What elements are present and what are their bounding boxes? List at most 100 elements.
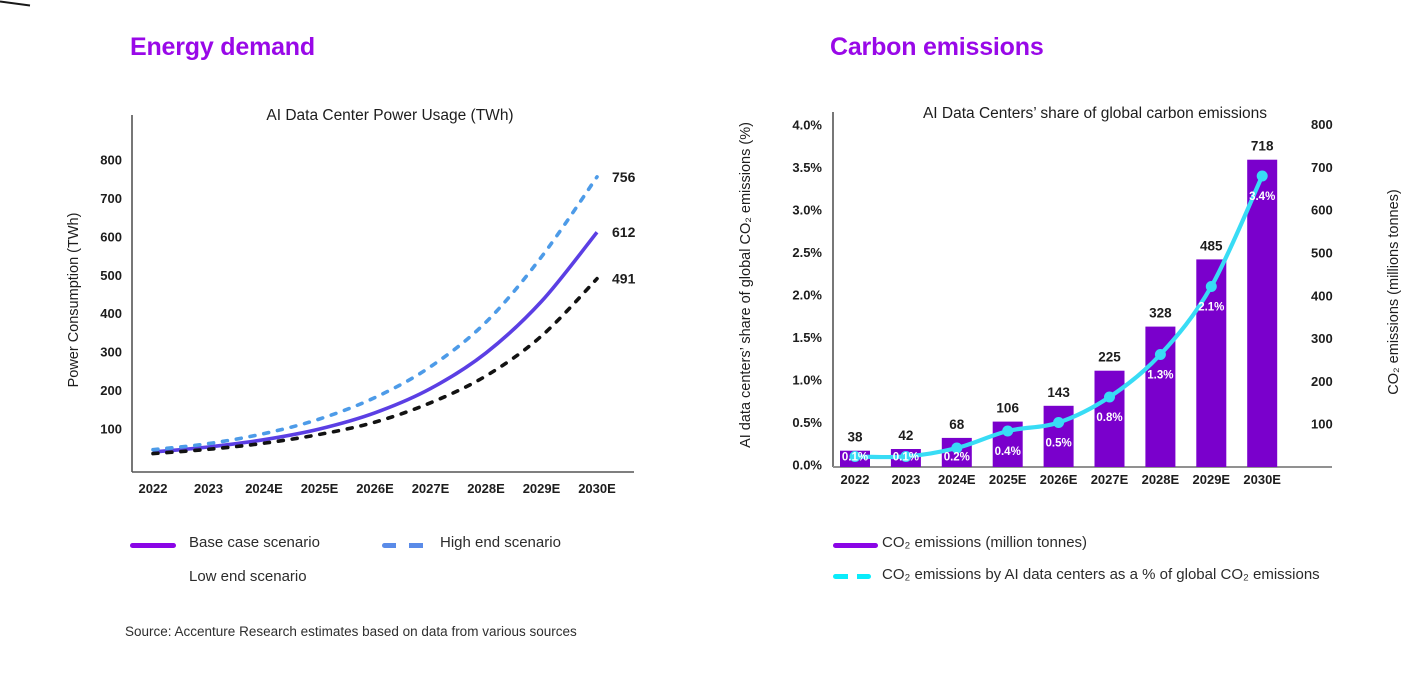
- carbon-combo-chart: AI Data Centers’ share of global carbon …: [738, 105, 1402, 487]
- right-panel-heading: Carbon emissions: [830, 33, 1044, 61]
- carbon-chart-title: AI Data Centers’ share of global carbon …: [923, 105, 1267, 122]
- energy-x-tick: 2030E: [578, 481, 616, 496]
- legend-label-high-end: High end scenario: [440, 534, 561, 551]
- carbon-left-tick: 2.0%: [792, 288, 822, 303]
- energy-y-tick: 700: [100, 191, 122, 206]
- carbon-share-point: [1053, 417, 1065, 428]
- carbon-bar-value: 485: [1200, 238, 1223, 253]
- carbon-bar-value: 42: [898, 428, 913, 443]
- corner-artifact-mark: [0, 0, 31, 7]
- carbon-share-point-label: 0.1%: [893, 452, 919, 464]
- carbon-share-point-label: 0.5%: [1045, 438, 1071, 450]
- carbon-bar-2029E: [1196, 259, 1227, 467]
- legend-swatch-co2-share: [833, 574, 871, 579]
- carbon-right-tick: 300: [1311, 331, 1333, 346]
- legend-label-co2-share: CO₂ emissions by AI data centers as a % …: [882, 566, 1320, 583]
- corner-artifact-line: [0, 0, 31, 7]
- carbon-left-tick: 3.5%: [792, 160, 822, 175]
- carbon-bar-value: 143: [1047, 385, 1070, 400]
- carbon-bar-2026E: [1043, 405, 1074, 467]
- carbon-x-tick: 2029E: [1193, 472, 1231, 487]
- energy-y-tick: 200: [100, 383, 122, 398]
- carbon-share-point-label: 3.4%: [1249, 191, 1275, 203]
- carbon-left-tick: 0.5%: [792, 415, 822, 430]
- carbon-x-tick: 2027E: [1091, 472, 1129, 487]
- legend-label-co2-emissions: CO₂ emissions (million tonnes): [882, 534, 1088, 551]
- energy-end-label-1: 756: [612, 169, 636, 185]
- energy-y-tick: 400: [100, 306, 122, 321]
- energy-end-label-0: 612: [612, 224, 636, 240]
- energy-x-tick: 2026E: [356, 481, 394, 496]
- carbon-share-point-label: 1.3%: [1147, 370, 1173, 382]
- left-panel-heading: Energy demand: [130, 33, 315, 61]
- carbon-share-point-label: 0.1%: [842, 452, 868, 464]
- energy-line-chart: AI Data Center Power Usage (TWh) Power Co…: [66, 107, 636, 496]
- carbon-share-point-label: 0.4%: [995, 446, 1021, 458]
- carbon-right-tick: 200: [1311, 374, 1333, 389]
- carbon-bar-value: 106: [996, 401, 1019, 416]
- energy-y-axis-label: Power Consumption (TWh): [66, 213, 82, 388]
- energy-end-label-2: 491: [612, 271, 636, 287]
- energy-x-tick: 2022: [139, 481, 168, 496]
- energy-series-2: [151, 276, 599, 456]
- carbon-left-axis-label: AI data centers’ share of global CO₂ emi…: [738, 122, 754, 448]
- carbon-share-point: [849, 451, 861, 462]
- carbon-right-tick: 800: [1311, 117, 1333, 132]
- carbon-share-point: [1104, 391, 1115, 403]
- carbon-left-tick: 3.0%: [792, 203, 822, 218]
- energy-y-tick: 600: [100, 229, 122, 244]
- legend-swatch-co2-emissions: [833, 543, 878, 548]
- energy-x-tick: 2024E: [245, 481, 283, 496]
- carbon-share-point: [900, 451, 912, 462]
- energy-x-tick: 2029E: [523, 481, 561, 496]
- carbon-left-tick: 0.0%: [792, 458, 822, 473]
- carbon-share-point: [951, 442, 963, 454]
- energy-x-tick: 2023: [194, 481, 223, 496]
- energy-y-tick: 300: [100, 345, 122, 360]
- carbon-left-tick: 2.5%: [792, 245, 822, 260]
- carbon-bar-value: 68: [949, 417, 965, 432]
- energy-series-1: [151, 175, 599, 452]
- carbon-x-tick: 2024E: [938, 472, 976, 487]
- carbon-right-tick: 700: [1311, 160, 1333, 175]
- energy-y-tick: 800: [100, 153, 122, 168]
- energy-y-tick: 100: [100, 422, 122, 437]
- carbon-bar-2030E: [1247, 159, 1278, 467]
- carbon-right-tick: 100: [1311, 417, 1333, 432]
- carbon-right-tick: 500: [1311, 246, 1333, 261]
- energy-y-tick: 500: [100, 268, 122, 283]
- carbon-x-tick: 2022: [841, 472, 870, 487]
- legend-label-base-case: Base case scenario: [189, 534, 320, 551]
- carbon-right-axis-label: CO₂ emissions (millions tonnes): [1386, 189, 1402, 394]
- carbon-x-tick: 2023: [891, 472, 920, 487]
- carbon-share-point-label: 2.1%: [1198, 302, 1224, 314]
- source-note: Source: Accenture Research estimates bas…: [125, 624, 577, 639]
- energy-chart-title: AI Data Center Power Usage (TWh): [266, 107, 513, 124]
- energy-x-tick: 2028E: [467, 481, 505, 496]
- carbon-right-tick: 600: [1311, 203, 1333, 218]
- energy-x-tick: 2025E: [301, 481, 339, 496]
- carbon-left-tick: 4.0%: [792, 118, 822, 133]
- carbon-share-point: [1205, 281, 1217, 292]
- energy-series-0: [152, 231, 599, 454]
- carbon-bar-2028E: [1145, 326, 1176, 467]
- legend-swatch-base-case: [130, 543, 176, 548]
- legend-label-low-end: Low end scenario: [189, 568, 307, 585]
- carbon-x-tick: 2026E: [1040, 472, 1078, 487]
- legend-swatch-high-end: [382, 543, 428, 548]
- carbon-share-point-label: 0.8%: [1096, 412, 1122, 424]
- carbon-share-point: [1154, 349, 1166, 360]
- carbon-x-tick: 2025E: [989, 472, 1027, 487]
- carbon-bar-2027E: [1094, 370, 1125, 467]
- carbon-bar-value: 328: [1149, 306, 1172, 321]
- carbon-x-tick: 2028E: [1142, 472, 1180, 487]
- carbon-left-tick: 1.0%: [792, 373, 822, 388]
- carbon-share-point: [1256, 170, 1268, 182]
- carbon-bar-value: 38: [847, 430, 863, 445]
- carbon-share-point-label: 0.2%: [944, 452, 970, 464]
- carbon-bar-value: 225: [1098, 350, 1121, 365]
- carbon-right-tick: 400: [1311, 288, 1333, 303]
- energy-x-tick: 2027E: [412, 481, 450, 496]
- carbon-left-tick: 1.5%: [792, 330, 822, 345]
